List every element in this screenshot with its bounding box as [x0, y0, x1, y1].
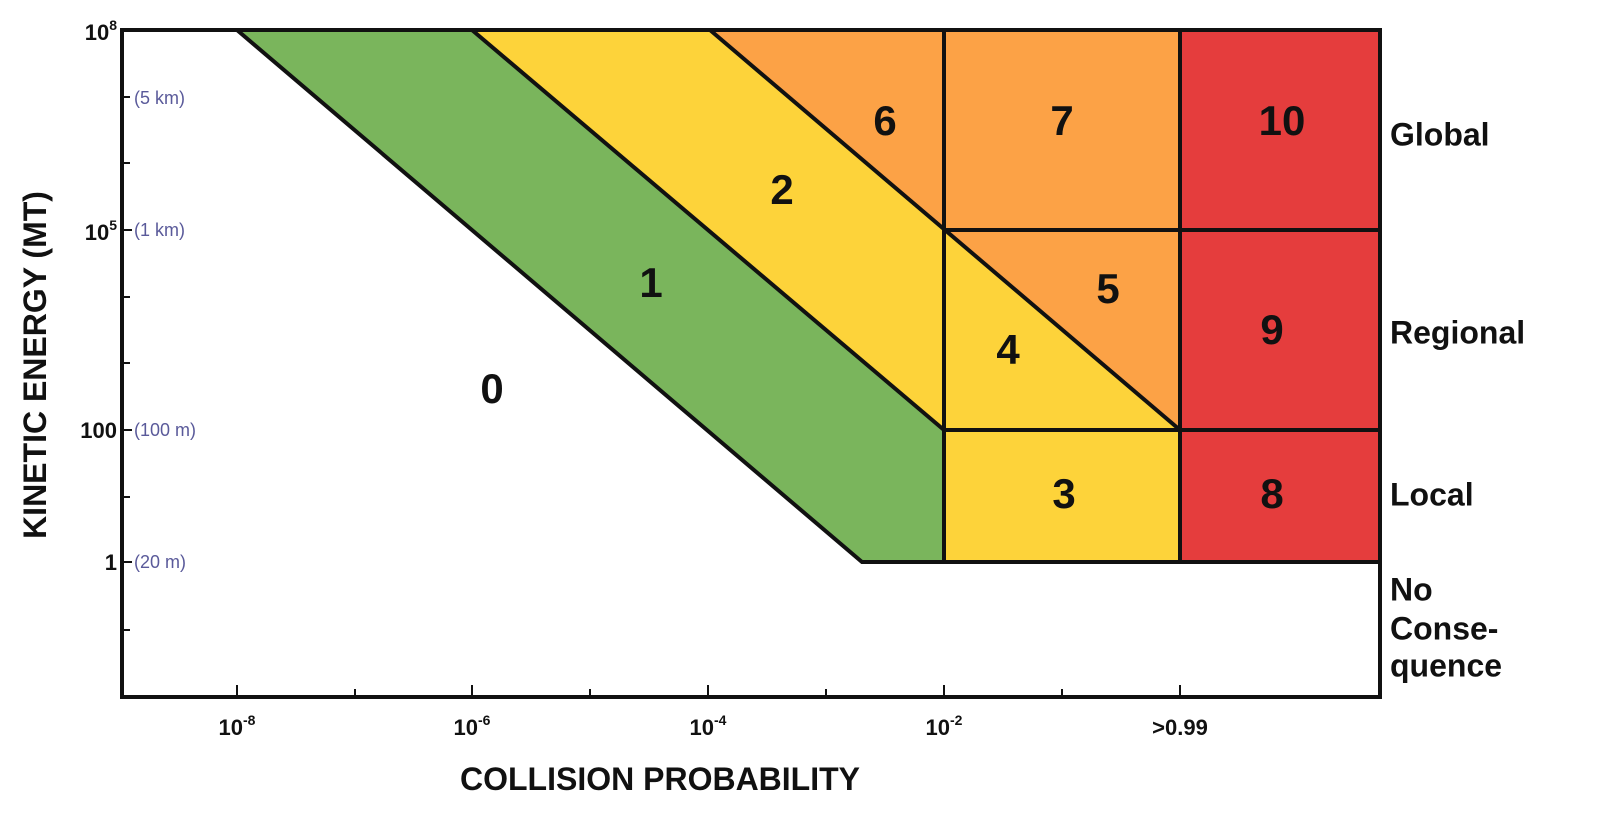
zone-label: Global — [1390, 116, 1490, 152]
ticks — [122, 29, 1181, 697]
border — [470, 28, 946, 432]
region-label: 10 — [1259, 97, 1306, 144]
region-label: 5 — [1096, 265, 1119, 312]
zone-labels: Global Regional Local No Conse- quence — [1390, 116, 1525, 683]
region-label: 1 — [639, 259, 662, 306]
zone-label: Conse- — [1390, 610, 1498, 646]
green-region — [237, 30, 944, 562]
x-tick-label: 10-4 — [690, 712, 727, 740]
region-label: 4 — [996, 326, 1020, 373]
x-tick-label: 10-2 — [926, 712, 963, 740]
regions — [237, 30, 1380, 562]
x-tick-label: 10-6 — [454, 712, 491, 740]
region-labels: 0 1 2 3 4 5 6 7 8 9 10 — [480, 97, 1305, 517]
yellow-region — [472, 30, 1180, 430]
x-tick-label: >0.99 — [1152, 715, 1208, 740]
x-tick-labels: 10-8 10-6 10-4 10-2 >0.99 — [219, 712, 1208, 740]
y-tick-label: 105 — [85, 217, 117, 245]
size-labels: (5 km) (1 km) (100 m) (20 m) — [134, 88, 196, 572]
zone-label: No — [1390, 571, 1433, 607]
y-axis-title: KINETIC ENERGY (MT) — [17, 191, 53, 539]
y-tick-label: 108 — [85, 17, 117, 45]
red-region — [1180, 30, 1380, 562]
y-tick-label: 1 — [105, 550, 117, 575]
x-tick-label: 10-8 — [219, 712, 256, 740]
size-label: (100 m) — [134, 420, 196, 440]
region-label: 6 — [873, 97, 896, 144]
y-tick-label: 100 — [80, 418, 117, 443]
zone-label: Regional — [1390, 314, 1525, 350]
region-label: 0 — [480, 365, 503, 412]
border — [235, 28, 1380, 564]
region-label: 3 — [1052, 470, 1075, 517]
size-label: (1 km) — [134, 220, 185, 240]
yellow-region — [944, 430, 1180, 562]
region-label: 7 — [1050, 97, 1073, 144]
region-label: 9 — [1260, 306, 1283, 353]
zone-label: Local — [1390, 476, 1474, 512]
zone-label: quence — [1390, 647, 1502, 683]
size-label: (20 m) — [134, 552, 186, 572]
region-label: 2 — [770, 166, 793, 213]
size-label: (5 km) — [134, 88, 185, 108]
y-tick-labels: 108 105 100 1 — [80, 17, 117, 575]
region-label: 8 — [1260, 470, 1283, 517]
x-axis-title: COLLISION PROBABILITY — [460, 761, 860, 797]
